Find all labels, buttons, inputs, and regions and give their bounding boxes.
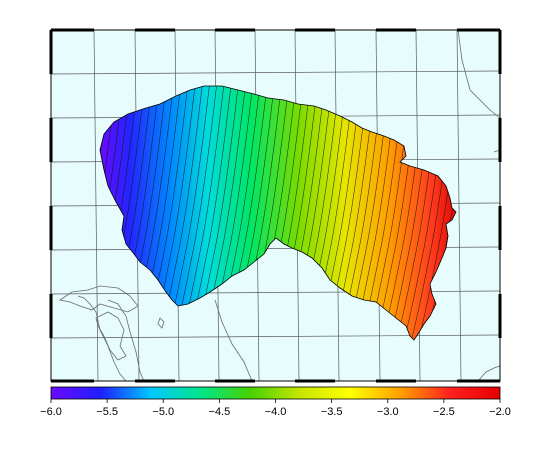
region-outline [99, 85, 457, 341]
colorbar-tick-label: −5.0 [152, 406, 174, 418]
colorbar-tick-label: −6.0 [40, 406, 62, 418]
colorbar-gradient [50, 386, 501, 400]
coastline-segment [58, 285, 139, 313]
parallel-line [50, 290, 501, 295]
colorbar: −6.0 −5.5 −5.0 −4.5 −4.0 −3.5 −3.0 −2.5 −2.0 [40, 386, 511, 418]
meridian-line [456, 29, 462, 382]
coastline [58, 29, 501, 382]
colorbar-tick-label: −3.5 [321, 406, 343, 418]
coastline-segment [457, 29, 501, 119]
colorbar-tick-label: −5.5 [96, 406, 118, 418]
parallel-line [50, 334, 501, 339]
coastline-segment [107, 299, 145, 382]
coastline-segment [95, 311, 127, 361]
colorbar-tick-label: −4.5 [209, 406, 231, 418]
frame-border [50, 29, 501, 382]
colorbar-tick-label: −2.5 [433, 406, 455, 418]
colorbar-tick-label: −4.0 [265, 406, 287, 418]
coastline-segment [157, 317, 165, 329]
colorbar-tick-label: −3.0 [377, 406, 399, 418]
colorbar-ticks: −6.0 −5.5 −5.0 −4.5 −4.0 −3.5 −3.0 −2.5 −2.0 [40, 399, 511, 418]
coastline-segment [477, 365, 501, 382]
contour-line [100, 86, 117, 340]
colorbar-tick-label: −2.0 [489, 406, 511, 418]
parallel-line [50, 70, 501, 75]
coastline-segment [77, 295, 127, 382]
map-frame [49, 28, 502, 383]
coastline-segment [214, 299, 253, 382]
